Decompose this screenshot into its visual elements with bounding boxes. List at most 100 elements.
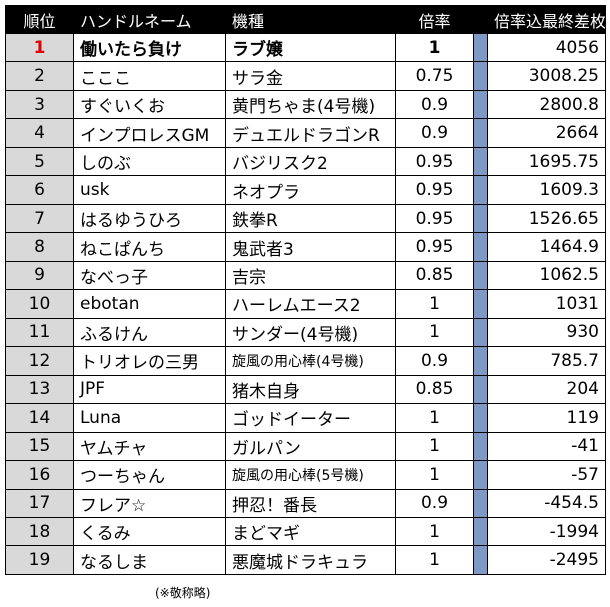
header-row: 順位 ハンドルネーム 機種 倍率 倍率込最終差枚 (5, 5, 606, 34)
final-diff-cell: 1464.9 (487, 232, 606, 262)
handle-name-cell: ヤムチャ (73, 431, 226, 462)
rank-cell: 10 (5, 289, 74, 319)
handle-name-cell: フレア☆ (73, 488, 226, 518)
table-row: 2 こここ サラ金 0.75 3008.25 (5, 61, 606, 91)
header-handle-name: ハンドルネーム (73, 5, 226, 34)
handle-name-cell: はるゆうひろ (73, 203, 226, 234)
final-diff-cell: -1994 (487, 516, 606, 547)
rate-cell: 1 (395, 545, 474, 575)
model-cell: 鬼武者3 (225, 232, 396, 262)
rate-cell: 0.9 (395, 488, 474, 518)
handle-name-cell: くるみ (73, 516, 226, 547)
rate-cell: 1 (395, 431, 474, 462)
model-cell: 猪木自身 (225, 374, 396, 405)
rate-cell: 1 (395, 403, 474, 433)
table-row: 7 はるゆうひろ 鉄拳R 0.95 1526.65 (5, 203, 606, 234)
handle-name-cell: ねこぱんち (73, 232, 226, 262)
rate-cell: 1 (395, 289, 474, 319)
divider-bar (473, 146, 488, 177)
model-cell: サラ金 (225, 61, 396, 91)
rank-cell: 9 (5, 260, 74, 291)
rate-cell: 0.75 (395, 61, 474, 91)
model-cell: 吉宗 (225, 260, 396, 291)
table-row: 17 フレア☆ 押忍！番長 0.9 -454.5 (5, 488, 606, 518)
handle-name-cell: 働いたら負け (73, 32, 226, 63)
rank-cell: 18 (5, 516, 74, 547)
honorific-note: (※敬称略) (155, 586, 211, 600)
rank-cell: 5 (5, 146, 74, 177)
table-row: 14 Luna ゴッドイーター 1 119 (5, 403, 606, 433)
rate-cell: 0.85 (395, 260, 474, 291)
rate-cell: 0.9 (395, 89, 474, 120)
handle-name-cell: すぐいくお (73, 89, 226, 120)
model-cell: デュエルドラゴンR (225, 118, 396, 148)
divider-bar (473, 289, 488, 319)
table-row: 11 ふるけん サンダー(4号機) 1 930 (5, 317, 606, 348)
model-cell: 悪魔城ドラキュラ (225, 545, 396, 575)
rate-cell: 1 (395, 32, 474, 63)
handle-name-cell: しのぶ (73, 146, 226, 177)
divider-bar (473, 260, 488, 291)
divider-bar (473, 175, 488, 205)
ranking-rows: 1 働いたら負け ラブ嬢 1 4056 2 こここ サラ金 0.75 3008.25 3 すぐいくお黄… (5, 32, 606, 575)
model-cell: 旋風の用心棒(5号機) (225, 460, 396, 490)
model-cell: ハーレムエース2 (225, 289, 396, 319)
model-cell: まどマギ (225, 516, 396, 547)
table-row: 16 つーちゃん 旋風の用心棒(5号機) 1 -57 (5, 460, 606, 490)
final-diff-cell: 1695.75 (487, 146, 606, 177)
table-row: 1 働いたら負け ラブ嬢 1 4056 (5, 32, 606, 63)
divider-bar (473, 89, 488, 120)
table-row: 3 すぐいくお 黄門ちゃま(4号機) 0.9 2800.8 (5, 89, 606, 120)
rank-cell: 4 (5, 118, 74, 148)
divider-bar (473, 61, 488, 91)
rank-cell: 14 (5, 403, 74, 433)
rate-cell: 1 (395, 516, 474, 547)
rank-cell: 12 (5, 346, 74, 376)
model-cell: バジリスク2 (225, 146, 396, 177)
header-rank: 順位 (5, 5, 74, 34)
final-diff-cell: 2664 (487, 118, 606, 148)
final-diff-cell: 1062.5 (487, 260, 606, 291)
model-cell: 黄門ちゃま(4号機) (225, 89, 396, 120)
final-diff-cell: 785.7 (487, 346, 606, 376)
final-diff-cell: -57 (487, 460, 606, 490)
divider-bar (473, 118, 488, 148)
handle-name-cell: インプロレスGM (73, 118, 226, 148)
divider-bar (473, 203, 488, 234)
final-diff-cell: 1609.3 (487, 175, 606, 205)
final-diff-cell: 1526.65 (487, 203, 606, 234)
table-row: 4 インプロレスGM デュエルドラゴンR 0.9 2664 (5, 118, 606, 148)
rate-cell: 0.95 (395, 203, 474, 234)
rank-cell: 19 (5, 545, 74, 575)
rank-cell: 3 (5, 89, 74, 120)
handle-name-cell: ふるけん (73, 317, 226, 348)
handle-name-cell: なるしま (73, 545, 226, 575)
final-diff-cell: 930 (487, 317, 606, 348)
final-diff-cell: 119 (487, 403, 606, 433)
model-cell: 押忍！番長 (225, 488, 396, 518)
rank-cell: 15 (5, 431, 74, 462)
divider-bar (473, 545, 488, 575)
divider-bar (473, 32, 488, 63)
rank-cell: 2 (5, 61, 74, 91)
table-row: 18 くるみ まどマギ 1 -1994 (5, 516, 606, 547)
table-row: 15 ヤムチャ ガルパン 1 -41 (5, 431, 606, 462)
rank-cell: 11 (5, 317, 74, 348)
table-row: 6 usk ネオプラ 0.95 1609.3 (5, 175, 606, 205)
final-diff-cell: 4056 (487, 32, 606, 63)
header-rate: 倍率 (395, 5, 474, 34)
table-row: 19 なるしま 悪魔城ドラキュラ 1 -2495 (5, 545, 606, 575)
table-row: 8 ねこぱんち 鬼武者3 0.95 1464.9 (5, 232, 606, 262)
rank-cell: 13 (5, 374, 74, 405)
table-row: 13 JPF 猪木自身 0.85 204 (5, 374, 606, 405)
table-row: 12 トリオレの三男 旋風の用心棒(4号機) 0.9 785.7 (5, 346, 606, 376)
model-cell: サンダー(4号機) (225, 317, 396, 348)
rank-cell: 8 (5, 232, 74, 262)
divider-bar (473, 232, 488, 262)
ranking-table: 順位 ハンドルネーム 機種 倍率 倍率込最終差枚 1 働いたら負け ラブ嬢 1 4056… (5, 5, 606, 575)
header-final-diff: 倍率込最終差枚 (487, 5, 606, 34)
handle-name-cell: JPF (73, 374, 226, 405)
handle-name-cell: Luna (73, 403, 226, 433)
rank-cell: 6 (5, 175, 74, 205)
model-cell: 旋風の用心棒(4号機) (225, 346, 396, 376)
